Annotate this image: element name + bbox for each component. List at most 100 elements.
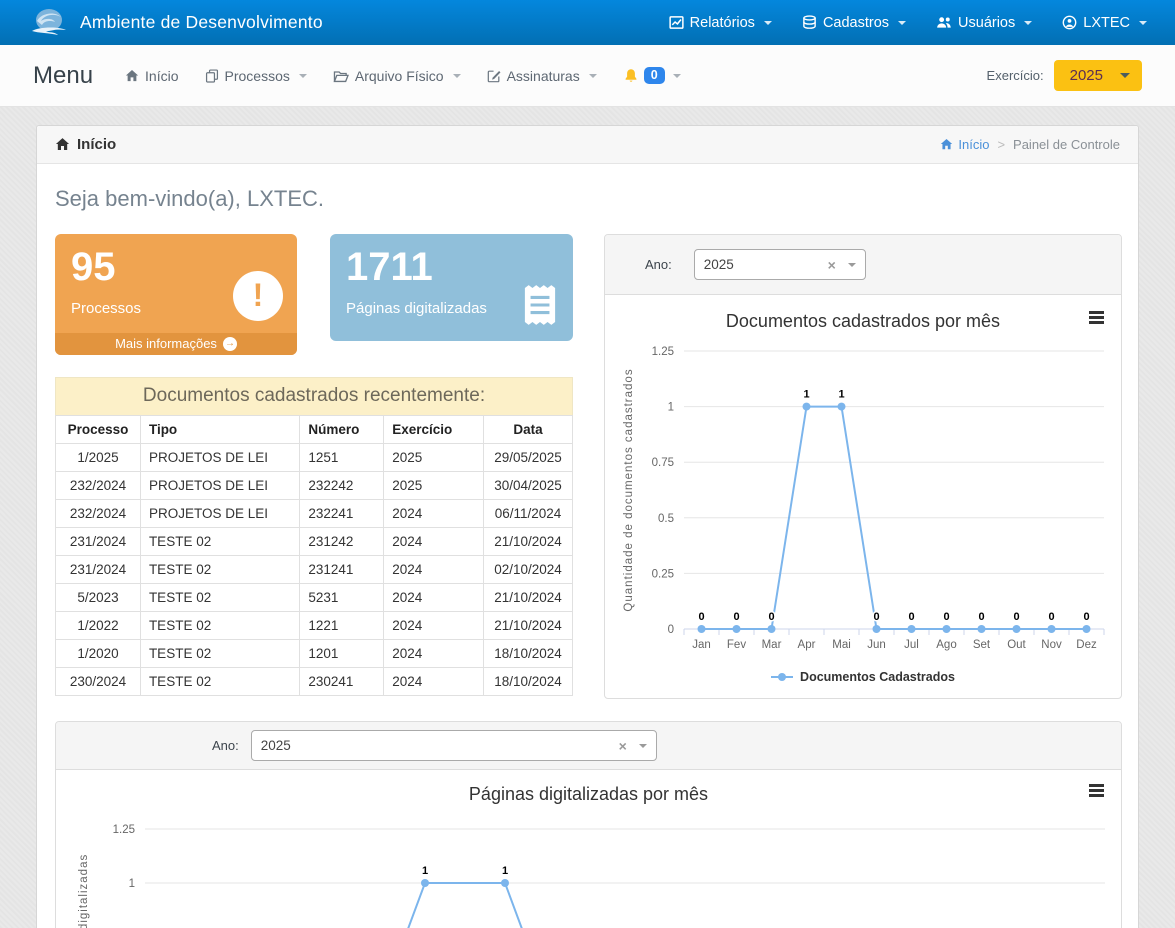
svg-text:1: 1 [803,389,809,401]
paginas-label: Páginas digitalizadas [346,300,487,317]
table-row: 1/2025 PROJETOS DE LEI 1251 2025 29/05/2025 [55,443,573,472]
user-circle-icon [1062,15,1077,30]
svg-text:1: 1 [422,865,428,877]
clear-icon[interactable] [828,258,836,272]
table-row: 232/2024 PROJETOS DE LEI 232242 2025 30/04/2… [55,471,573,500]
processos-label: Processos [71,300,142,317]
svg-text:1: 1 [129,878,135,890]
chevron-down-icon [298,73,307,78]
svg-text:0: 0 [873,611,879,623]
svg-text:1: 1 [838,389,844,401]
table-header-row: Processo Tipo Número Exercício Data [55,415,573,444]
svg-text:1.25: 1.25 [113,824,135,836]
chevron-down-icon [638,743,647,748]
svg-text:Nov: Nov [1041,639,1062,651]
column-header: Tipo [139,415,301,444]
svg-text:0: 0 [668,624,674,636]
breadcrumb-current: Painel de Controle [1013,137,1120,152]
left-column: 95 Processos ! Mais informações 1 [55,234,573,696]
processos-count: 95 [71,245,116,289]
svg-text:0: 0 [768,611,774,623]
nav-item-user-account[interactable]: LXTEC [1062,15,1147,31]
home-icon [55,137,70,152]
edit-icon [487,69,501,83]
chart1-legend[interactable]: Documentos Cadastrados [618,664,1108,698]
breadcrumb-home-link[interactable]: Início [940,137,989,152]
column-header: Data [483,415,573,444]
chevron-down-icon [1139,20,1147,25]
chevron-down-icon [898,20,907,25]
svg-text:Jun: Jun [867,639,886,651]
svg-text:0: 0 [733,611,739,623]
chevron-down-icon [1024,20,1033,25]
menu-item-processos[interactable]: Processos [205,68,307,84]
receipt-icon [523,283,557,327]
users-icon [936,15,952,30]
nav-item-relatorios[interactable]: Relatórios [669,15,772,31]
chart-menu-icon[interactable] [1089,784,1104,799]
exercicio-select[interactable]: 2025 [1053,60,1142,91]
svg-text:0: 0 [908,611,914,623]
brand[interactable]: Ambiente de Desenvolvimento [28,7,323,39]
menu-item-inicio[interactable]: Início [125,68,179,84]
menu-items: Início Processos Arquivo Físico [125,67,681,84]
nav-item-usuarios[interactable]: Usuários [936,15,1033,31]
svg-text:Jul: Jul [904,639,919,651]
svg-text:1: 1 [668,402,674,414]
exclamation-icon: ! [233,271,283,321]
chevron-down-icon [847,262,856,267]
table-row: 231/2024 TESTE 02 231242 2024 21/10/2024 [55,527,573,556]
mais-informacoes-link[interactable]: Mais informações [55,333,297,355]
welcome-message: Seja bem-vindo(a), LXTEC. [55,186,324,211]
exercicio-value: 2025 [1069,67,1103,84]
paginas-count: 1711 [346,245,433,289]
svg-text:0: 0 [1013,611,1019,623]
chevron-down-icon [763,20,772,25]
arrow-right-circle-icon [222,336,237,351]
breadcrumb-separator: > [997,137,1006,152]
menu-item-assinaturas[interactable]: Assinaturas [487,68,597,84]
column-header: Exercício [383,415,484,444]
svg-text:1: 1 [502,865,508,877]
exercicio-label: Exercício: [986,68,1044,83]
chart-menu-icon[interactable] [1089,311,1104,326]
svg-text:Fev: Fev [727,639,746,651]
svg-text:Out: Out [1007,639,1026,651]
clear-icon[interactable] [619,739,627,753]
menu-bar: Menu Início Processos [0,45,1175,107]
svg-text:0: 0 [1083,611,1089,623]
database-icon [802,15,817,30]
table-row: 5/2023 TESTE 02 5231 2024 21/10/2024 [55,583,573,612]
paginas-chart: 00.250.50.7511.25JanFevMarAprMaiJunJulAg… [78,824,1105,928]
paginas-chart-panel: Ano: 2025 Páginas digitalizadas por mês … [55,721,1122,928]
svg-text:Mar: Mar [762,639,782,651]
svg-text:0: 0 [978,611,984,623]
panel-heading: Início Início > Painel de Controle [37,126,1138,164]
chart1-year-select[interactable]: 2025 [693,249,866,280]
recent-documents-table: Processo Tipo Número Exercício Data 1/2025 PR… [55,415,573,696]
chart1-title: Documentos cadastrados por mês [725,311,1001,331]
navbar-menu: Relatórios Cadastros [669,15,1147,31]
ano-label: Ano: [645,257,672,272]
page-title: Início [55,136,116,153]
app-title: Ambiente de Desenvolvimento [80,12,323,32]
svg-text:0: 0 [1048,611,1054,623]
menu-title: Menu [33,61,94,89]
menu-item-arquivo-fisico[interactable]: Arquivo Físico [333,68,461,84]
folder-open-icon [333,69,349,83]
top-navbar: Ambiente de Desenvolvimento Relatórios C… [0,0,1175,45]
svg-text:0: 0 [943,611,949,623]
svg-text:Ago: Ago [936,639,956,651]
copy-icon [205,68,219,83]
notifications-dropdown[interactable]: 0 [623,67,681,84]
chart2-year-select[interactable]: 2025 [250,730,657,761]
svg-text:Jan: Jan [692,639,711,651]
content-area: Início Início > Painel de Controle Seja … [0,107,1175,928]
nav-item-cadastros[interactable]: Cadastros [802,15,907,31]
chart2-body: Páginas digitalizadas por mês 00.250.50.… [56,770,1121,928]
processos-card: 95 Processos ! Mais informações [55,234,297,355]
svg-text:0: 0 [698,611,704,623]
table-row: 1/2022 TESTE 02 1221 2024 21/10/2024 [55,611,573,640]
legend-marker-icon [771,673,794,681]
chevron-down-icon [588,73,597,78]
